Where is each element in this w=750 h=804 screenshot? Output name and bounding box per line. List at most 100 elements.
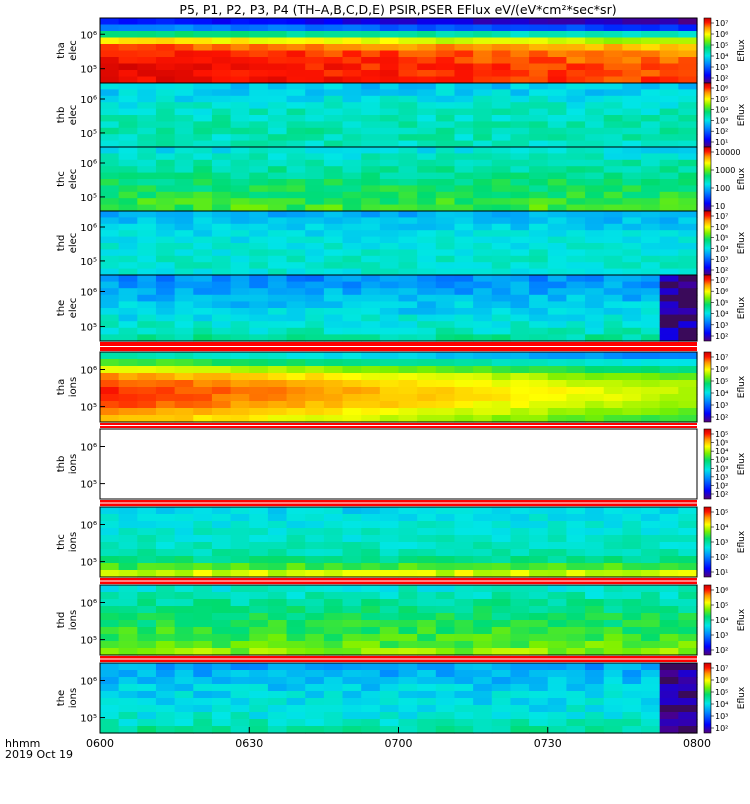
heatmap-cell [417, 620, 437, 628]
heatmap-cell [286, 334, 306, 342]
heatmap-cell [603, 556, 623, 564]
heatmap-cell [417, 712, 437, 720]
heatmap-cell [286, 556, 306, 564]
heatmap-cell [585, 408, 605, 416]
heatmap-cell [155, 18, 176, 26]
heatmap-cell [323, 115, 344, 122]
heatmap-cell [286, 83, 306, 90]
heatmap-cell [361, 159, 381, 167]
heatmap-cell [491, 592, 512, 600]
heatmap-cell [417, 204, 437, 212]
heatmap-cell [473, 153, 493, 161]
heatmap-cell [659, 108, 679, 116]
heatmap-cell [529, 301, 549, 309]
heatmap-cell [249, 394, 269, 402]
heatmap-cell [155, 352, 176, 360]
heatmap-cell [659, 620, 679, 628]
heatmap-cell [379, 549, 400, 557]
heatmap-cell [155, 95, 176, 103]
heatmap-cell [193, 24, 213, 32]
heatmap-cell [547, 394, 568, 402]
heatmap-cell [473, 243, 493, 250]
heatmap-cell [566, 198, 586, 206]
heatmap-cell [305, 726, 325, 734]
heatmap-cell [491, 230, 512, 238]
heatmap-cell [435, 599, 456, 607]
heatmap-cell [417, 570, 437, 578]
heatmap-cell [267, 204, 288, 212]
heatmap-cell [137, 380, 157, 388]
heatmap-cell [193, 108, 213, 116]
heatmap-cell [398, 327, 418, 335]
heatmap-cell [398, 76, 418, 84]
heatmap-cell [641, 243, 661, 250]
heatmap-cell [510, 211, 530, 218]
heatmap-cell [137, 24, 157, 32]
heatmap-cell [678, 140, 698, 148]
heatmap-cell [249, 18, 269, 26]
heatmap-cell [473, 314, 493, 322]
heatmap-cell [137, 314, 157, 322]
heatmap-cell [659, 314, 679, 322]
heatmap-cell [379, 204, 400, 212]
heatmap-cell [286, 634, 306, 642]
heatmap-cell [678, 249, 698, 257]
heatmap-cell [100, 366, 120, 374]
heatmap-cell [585, 57, 605, 65]
heatmap-cell [678, 185, 698, 193]
heatmap-cell [473, 308, 493, 316]
heatmap-cell [678, 684, 698, 692]
heatmap-cell [342, 249, 362, 257]
heatmap-cell [137, 191, 157, 199]
heatmap-cell [510, 172, 530, 180]
heatmap-cell [361, 641, 381, 649]
heatmap-cell [585, 387, 605, 395]
heatmap-cell [510, 521, 530, 529]
colorbar-tick-label: 10¹ [715, 138, 728, 147]
heatmap-cell [398, 95, 418, 103]
heatmap-cell [174, 294, 194, 302]
heatmap-cell [230, 592, 250, 600]
heatmap-cell [305, 394, 325, 402]
heatmap-cell [249, 95, 269, 103]
heatmap-cell [435, 115, 456, 122]
heatmap-cell [193, 166, 213, 174]
heatmap-cell [491, 691, 512, 699]
heatmap-cell [249, 288, 269, 296]
heatmap-cell [473, 521, 493, 529]
heatmap-cell [323, 648, 344, 656]
heatmap-cell [622, 663, 642, 671]
heatmap-cell [454, 387, 474, 395]
heatmap-cell [398, 705, 418, 713]
heatmap-cell [305, 528, 325, 536]
heatmap-cell [491, 620, 512, 628]
heatmap-cell [230, 83, 250, 90]
heatmap-cell [473, 719, 493, 727]
heatmap-cell [417, 185, 437, 193]
heatmap-cell [491, 514, 512, 522]
heatmap-cell [137, 334, 157, 342]
heatmap-cell [454, 140, 474, 148]
heatmap-cell [510, 102, 530, 110]
heatmap-cell [641, 648, 661, 656]
heatmap-cell [137, 415, 157, 423]
heatmap-cell [137, 592, 157, 600]
heatmap-cell [678, 542, 698, 550]
heatmap-cell [510, 115, 530, 122]
heatmap-cell [305, 613, 325, 621]
heatmap-cell [323, 102, 344, 110]
heatmap-cell [323, 507, 344, 515]
heatmap-cell [678, 301, 698, 309]
heatmap-cell [641, 108, 661, 116]
heatmap-cell [622, 236, 642, 244]
heatmap-cell [473, 204, 493, 212]
heatmap-cell [100, 37, 120, 45]
heatmap-cell [398, 606, 418, 614]
heatmap-cell [118, 359, 138, 367]
heatmap-cell [622, 294, 642, 302]
heatmap-cell [622, 159, 642, 167]
heatmap-cell [361, 542, 381, 550]
heatmap-cell [566, 663, 586, 671]
heatmap-cell [211, 198, 232, 206]
heatmap-cell [193, 255, 213, 263]
